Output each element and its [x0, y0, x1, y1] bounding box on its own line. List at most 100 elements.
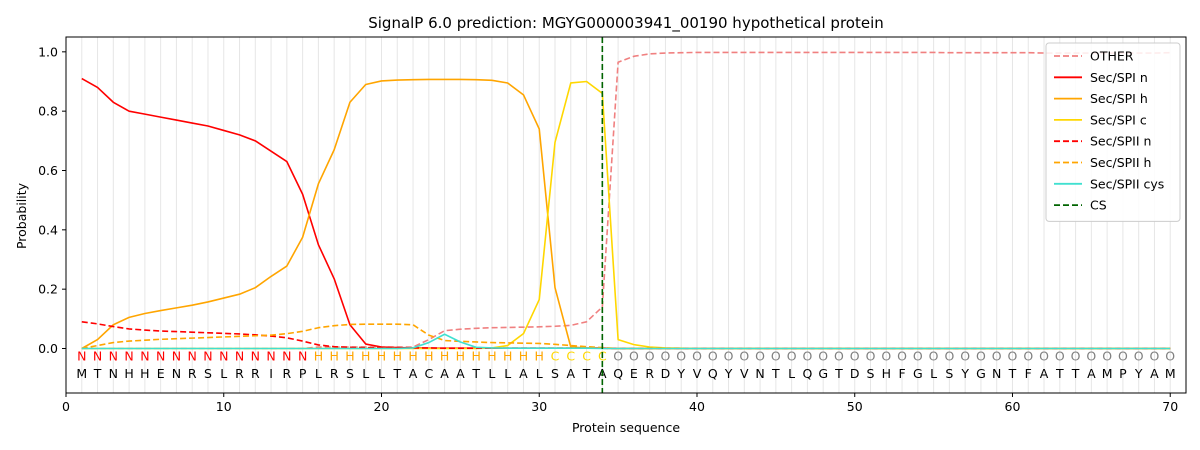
region-label: H [345, 348, 354, 363]
residue-label: A [1040, 366, 1049, 381]
region-label: N [109, 348, 118, 363]
region-label: H [377, 348, 386, 363]
residue-label: I [269, 366, 273, 381]
residue-label: S [867, 366, 875, 381]
region-label: C [566, 348, 575, 363]
region-label: H [424, 348, 433, 363]
residue-label: A [1150, 366, 1159, 381]
series-lines [81, 51, 1171, 350]
residue-label: N [109, 366, 118, 381]
residue-label: N [172, 366, 181, 381]
residue-label: R [188, 366, 197, 381]
series-line [81, 333, 1171, 350]
region-label: N [188, 348, 197, 363]
x-tick-label: 0 [62, 399, 70, 414]
residue-label: M [1165, 366, 1176, 381]
residue-label: L [488, 366, 495, 381]
residue-label: G [913, 366, 923, 381]
region-label: O [1055, 348, 1065, 363]
legend-label: Sec/SPII cys [1090, 176, 1164, 191]
region-label: H [393, 348, 402, 363]
region-label: H [440, 348, 449, 363]
legend: OTHER Sec/SPI n Sec/SPI h Sec/SPI c Sec/SPII… [1045, 42, 1181, 222]
region-label: N [298, 348, 307, 363]
region-label: N [93, 348, 102, 363]
region-label: O [1023, 348, 1033, 363]
x-tick-label: 10 [216, 399, 232, 414]
residue-label: S [346, 366, 354, 381]
residue-label: R [330, 366, 339, 381]
region-label: N [172, 348, 181, 363]
region-label: O [755, 348, 765, 363]
region-label: O [661, 348, 671, 363]
residue-label: T [93, 366, 102, 381]
y-tick-label: 0.6 [38, 163, 58, 178]
legend-label: OTHER [1090, 49, 1134, 64]
region-label: O [1039, 348, 1049, 363]
residue-label: R [645, 366, 654, 381]
y-tick-label: 1.0 [38, 44, 58, 59]
residue-label: A [440, 366, 449, 381]
residue-label: N [992, 366, 1001, 381]
region-label: O [629, 348, 639, 363]
region-label: N [282, 348, 291, 363]
region-label: O [866, 348, 876, 363]
region-label: O [676, 348, 686, 363]
sequence-labels: NMNTNNNHNHNENNNRNSNLNRNRNINRNPHLHRHSHLHL… [76, 348, 1175, 381]
region-label: O [739, 348, 749, 363]
region-label: N [140, 348, 149, 363]
legend-box [1045, 42, 1181, 222]
residue-label: T [392, 366, 401, 381]
residue-label: T [582, 366, 591, 381]
residue-label: T [1008, 366, 1017, 381]
residue-label: E [630, 366, 638, 381]
region-label: N [203, 348, 212, 363]
y-tick-label: 0.8 [38, 104, 58, 119]
residue-label: S [551, 366, 559, 381]
residue-label: L [788, 366, 795, 381]
residue-label: H [140, 366, 149, 381]
region-label: O [976, 348, 986, 363]
y-tick-label: 0.2 [38, 282, 58, 297]
region-label: H [471, 348, 480, 363]
region-label: O [708, 348, 718, 363]
region-label: H [314, 348, 323, 363]
legend-label: CS [1090, 198, 1107, 213]
region-label: H [408, 348, 417, 363]
legend-label: Sec/SPII n [1090, 134, 1151, 149]
region-label: H [361, 348, 370, 363]
residue-label: M [1102, 366, 1113, 381]
residue-label: A [456, 366, 465, 381]
region-label: O [992, 348, 1002, 363]
chart-title: SignalP 6.0 prediction: MGYG000003941_00… [368, 14, 884, 33]
region-label: O [692, 348, 702, 363]
region-label: H [535, 348, 544, 363]
residue-label: R [235, 366, 244, 381]
legend-label: Sec/SPI c [1090, 112, 1147, 127]
y-tick-label: 0.4 [38, 222, 58, 237]
residue-label: A [1087, 366, 1096, 381]
residue-label: F [1025, 366, 1032, 381]
grid-lines [81, 37, 1171, 393]
residue-label: Y [1134, 366, 1143, 381]
region-label: N [251, 348, 260, 363]
residue-label: G [976, 366, 986, 381]
legend-label: Sec/SPI h [1090, 91, 1148, 106]
region-label: O [1008, 348, 1018, 363]
axis-ticks: 0 10 20 30 40 50 60 70 0.0 0.2 0.4 0.6 0.8 1.0 [38, 44, 1178, 414]
residue-label: H [124, 366, 133, 381]
residue-label: L [504, 366, 511, 381]
region-label: O [802, 348, 812, 363]
residue-label: T [834, 366, 843, 381]
residue-label: L [536, 366, 543, 381]
residue-label: D [661, 366, 671, 381]
residue-label: A [519, 366, 528, 381]
region-label: O [1102, 348, 1112, 363]
residue-label: V [740, 366, 749, 381]
region-label: N [266, 348, 275, 363]
y-axis-label: Probability [14, 182, 29, 249]
region-label: O [818, 348, 828, 363]
region-label: O [929, 348, 939, 363]
